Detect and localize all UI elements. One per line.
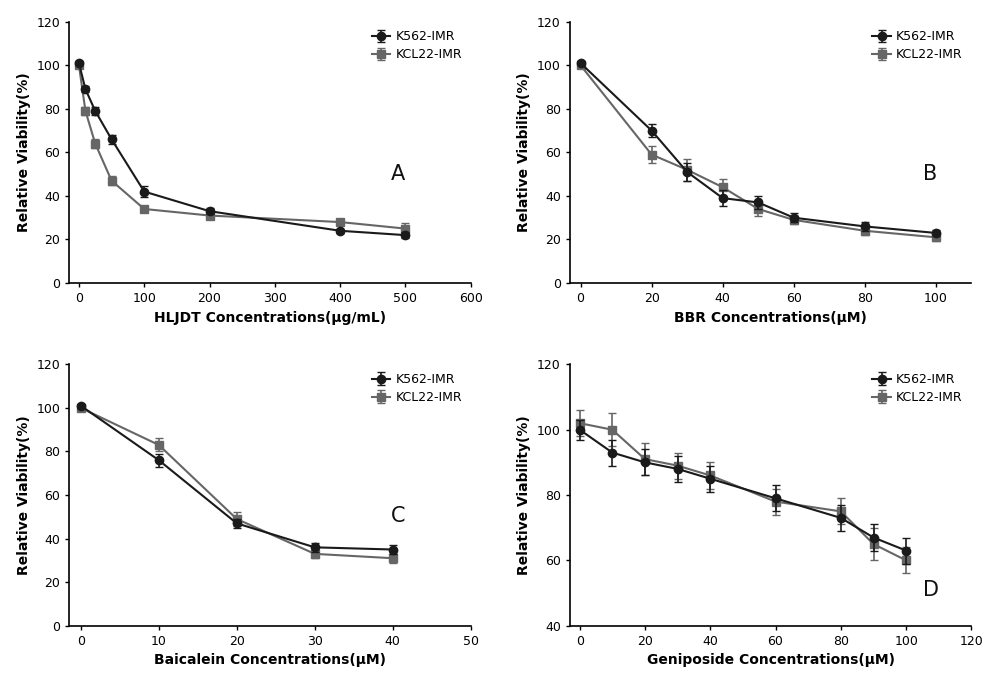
X-axis label: BBR Concentrations(μM): BBR Concentrations(μM) — [674, 311, 867, 325]
Y-axis label: Relative Viability(%): Relative Viability(%) — [17, 73, 31, 233]
X-axis label: Geniposide Concentrations(μM): Geniposide Concentrations(μM) — [647, 653, 895, 668]
Y-axis label: Relative Viability(%): Relative Viability(%) — [17, 415, 31, 575]
Legend: K562-IMR, KCL22-IMR: K562-IMR, KCL22-IMR — [870, 371, 965, 406]
Legend: K562-IMR, KCL22-IMR: K562-IMR, KCL22-IMR — [870, 28, 965, 64]
Legend: K562-IMR, KCL22-IMR: K562-IMR, KCL22-IMR — [369, 28, 464, 64]
X-axis label: HLJDT Concentrations(μg/mL): HLJDT Concentrations(μg/mL) — [154, 311, 386, 325]
X-axis label: Baicalein Concentrations(μM): Baicalein Concentrations(μM) — [154, 653, 386, 668]
Legend: K562-IMR, KCL22-IMR: K562-IMR, KCL22-IMR — [369, 371, 464, 406]
Y-axis label: Relative Viability(%): Relative Viability(%) — [517, 73, 531, 233]
Text: C: C — [390, 506, 405, 527]
Text: A: A — [390, 163, 405, 184]
Text: B: B — [923, 163, 938, 184]
Text: D: D — [923, 579, 939, 600]
Y-axis label: Relative Viability(%): Relative Viability(%) — [517, 415, 531, 575]
